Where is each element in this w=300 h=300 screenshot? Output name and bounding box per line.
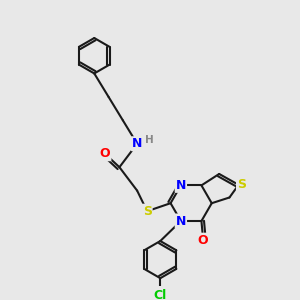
Text: S: S <box>142 205 152 218</box>
Text: O: O <box>100 147 110 160</box>
Text: Cl: Cl <box>154 289 167 300</box>
Text: O: O <box>198 234 208 247</box>
Text: N: N <box>176 179 186 192</box>
Text: N: N <box>132 137 142 150</box>
Text: H: H <box>145 135 154 145</box>
Text: N: N <box>176 214 186 227</box>
Text: S: S <box>237 178 246 191</box>
